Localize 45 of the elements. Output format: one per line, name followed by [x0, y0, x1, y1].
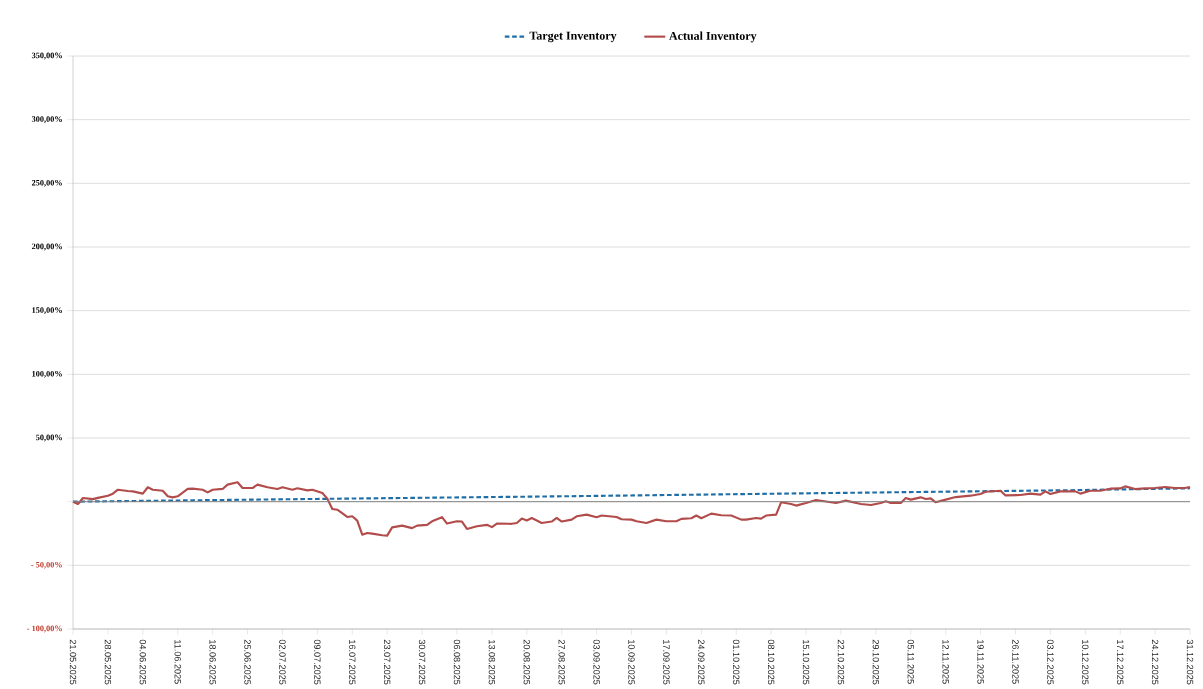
line-series	[71, 481, 1192, 537]
x-tick-label: 10.12.2025	[1082, 640, 1089, 685]
x-tick-label: 12.11.2025	[942, 640, 949, 684]
y-tick-label: 350,00%	[31, 52, 62, 60]
x-tick-label: 24.09.2025	[698, 639, 705, 685]
x-tick-label: 21.05.2025	[69, 639, 77, 685]
y-tick-label: 200,00%	[31, 243, 62, 251]
x-tick-label: 20.08.2025	[523, 639, 530, 685]
x-tick-label: 26.11.2025	[1012, 639, 1019, 684]
y-tick-label: - 100,00%	[27, 625, 62, 633]
x-tick-label: 03.09.2025	[593, 639, 600, 685]
x-tick-label: 01.10.2025	[733, 639, 740, 685]
x-tick-label: 30.07.2025	[418, 639, 426, 685]
x-tick-label: 06.08.2025	[453, 639, 461, 685]
x-tick-label: 28.05.2025	[104, 639, 112, 685]
y-tick-label: 50,00%	[36, 434, 62, 442]
x-tick-label: 25.06.2025	[244, 639, 251, 685]
x-tick-label: 17.09.2025	[663, 640, 670, 685]
x-tick-label: 09.07.2025	[314, 639, 321, 685]
x-tick-label: 17.12.2025	[1116, 640, 1124, 685]
y-tick-label: 100,00%	[32, 370, 62, 378]
legend-label: Actual Inventory	[669, 31, 757, 43]
x-tick-label: 31.12.2025	[1186, 639, 1194, 685]
x-tick-label: 15.10.2025	[802, 640, 810, 685]
x-tick-label: 11.06.2025	[174, 640, 181, 684]
x-tick-label: 13.08.2025	[488, 640, 496, 685]
x-tick-label: 22.10.2025	[837, 639, 845, 685]
y-tick-label: 300,00%	[31, 116, 62, 124]
x-tick-label: 27.08.2025	[558, 639, 565, 685]
x-tick-label: 04.06.2025	[139, 639, 147, 685]
x-tick-label: 03.12.2025	[1047, 639, 1054, 685]
x-tick-label: 02.07.2025	[279, 639, 286, 685]
y-tick-label: 150,00%	[32, 307, 62, 315]
x-tick-label: 23.07.2025	[383, 639, 391, 685]
x-tick-label: 05.11.2025	[907, 639, 914, 684]
x-tick-label: 16.07.2025	[349, 640, 356, 685]
x-tick-label: 19.11.2025	[977, 640, 984, 684]
x-tick-label: 29.10.2025	[872, 639, 880, 685]
y-tick-label: - 50,00%	[31, 561, 62, 569]
x-tick-label: 18.06.2025	[209, 640, 216, 685]
y-tick-label: 250,00%	[31, 179, 62, 187]
legend-label: Target Inventory	[529, 31, 617, 43]
x-tick-label: 10.09.2025	[628, 640, 635, 685]
x-tick-label: 08.10.2025	[767, 639, 775, 685]
x-tick-label: 24.12.2025	[1151, 639, 1159, 685]
